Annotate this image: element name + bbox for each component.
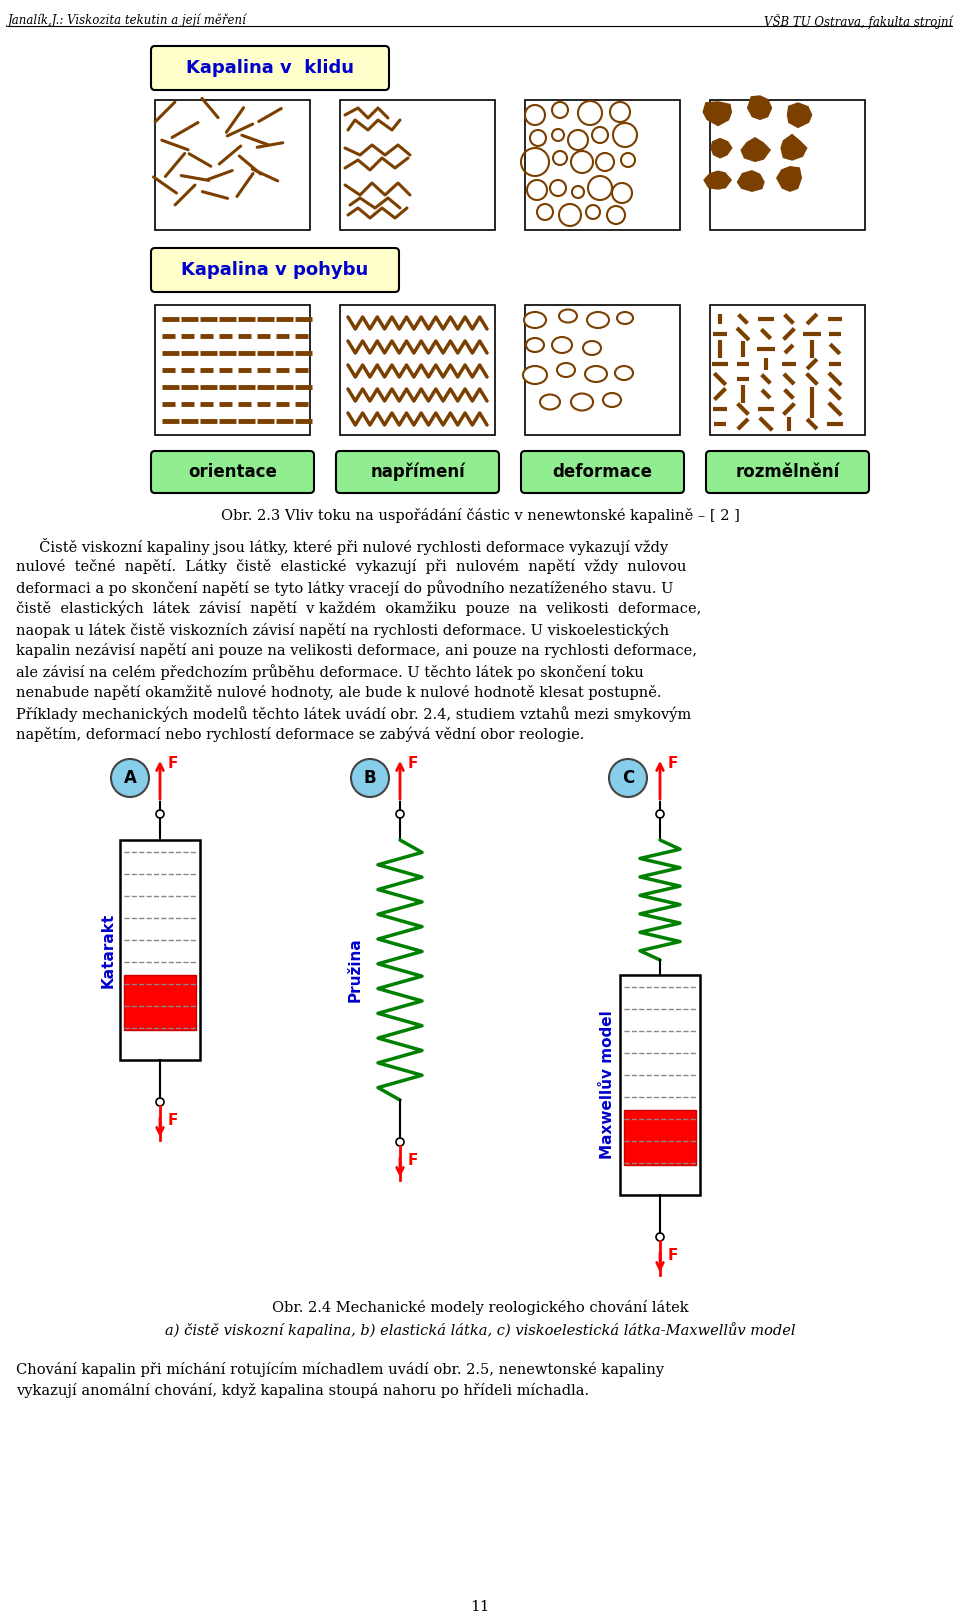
Text: naopak u látek čistě viskozních závisí napětí na rychlosti deformace. U viskoele: naopak u látek čistě viskozních závisí n… [16,623,669,637]
Circle shape [396,810,404,818]
Circle shape [351,758,389,797]
Text: Kapalina v pohybu: Kapalina v pohybu [181,260,369,280]
Bar [525,306,680,435]
Text: Katarakt: Katarakt [101,912,115,988]
Text: VŠB TU Ostrava, fakulta strojní: VŠB TU Ostrava, fakulta strojní [763,15,952,29]
Bar [624,1109,696,1164]
Ellipse shape [615,365,633,380]
Circle shape [609,758,647,797]
Ellipse shape [559,309,577,322]
Text: rozmělnění: rozmělnění [735,462,840,480]
Circle shape [396,1138,404,1146]
Text: Kapalina v  klidu: Kapalina v klidu [186,58,354,78]
Bar [525,100,680,230]
Polygon shape [703,102,732,126]
Text: F: F [668,757,679,771]
Text: Maxwellův model: Maxwellův model [601,1011,615,1159]
FancyBboxPatch shape [151,247,399,293]
Polygon shape [777,167,802,191]
Text: C: C [622,770,635,787]
FancyBboxPatch shape [151,45,389,91]
FancyBboxPatch shape [521,451,684,493]
Bar [710,306,865,435]
Text: deformaci a po skončení napětí se tyto látky vracejí do původního nezatíženého s: deformaci a po skončení napětí se tyto l… [16,581,673,597]
Ellipse shape [603,393,621,407]
Ellipse shape [526,338,544,353]
Polygon shape [737,171,764,191]
Text: A: A [124,770,136,787]
Circle shape [111,758,149,797]
Text: a) čistě viskozní kapalina, b) elastická látka, c) viskoelestická látka-Maxwellů: a) čistě viskozní kapalina, b) elastická… [165,1323,795,1337]
Text: Čistě viskozní kapaliny jsou látky, které při nulové rychlosti deformace vykazuj: Čistě viskozní kapaliny jsou látky, kter… [16,538,668,555]
Text: Chování kapalin při míchání rotujícím míchadlem uvádí obr. 2.5, nenewtonské kapa: Chování kapalin při míchání rotujícím mí… [16,1362,664,1378]
Ellipse shape [540,395,560,409]
Ellipse shape [557,362,575,377]
Text: čistě  elastických  látek  závisí  napětí  v každém  okamžiku  pouze  na  veliko: čistě elastických látek závisí napětí v … [16,602,702,616]
Circle shape [656,810,664,818]
Text: F: F [168,1112,179,1129]
Text: 11: 11 [470,1599,490,1614]
Polygon shape [781,134,806,160]
Bar [340,306,495,435]
Text: F: F [668,1248,679,1263]
Ellipse shape [587,312,609,328]
Ellipse shape [571,393,593,411]
Bar [340,100,495,230]
FancyBboxPatch shape [706,451,869,493]
Polygon shape [787,103,811,128]
Text: ale závisí na celém předchozím průběhu deformace. U těchto látek po skončení tok: ale závisí na celém předchozím průběhu d… [16,665,644,679]
Ellipse shape [552,336,572,353]
Text: Obr. 2.3 Vliv toku na uspořádání částic v nenewtonské kapalině – [ 2 ]: Obr. 2.3 Vliv toku na uspořádání částic … [221,508,739,522]
Circle shape [156,810,164,818]
Text: Příklady mechanických modelů těchto látek uvádí obr. 2.4, studiem vztahů mezi sm: Příklady mechanických modelů těchto láte… [16,707,691,721]
Bar [120,839,200,1061]
Bar [620,975,700,1195]
Text: B: B [364,770,376,787]
Text: F: F [408,757,419,771]
Text: napřímení: napřímení [371,462,465,482]
Text: Obr. 2.4 Mechanické modely reologického chování látek: Obr. 2.4 Mechanické modely reologického … [272,1300,688,1315]
Bar [710,100,865,230]
Text: kapalin nezávisí napětí ani pouze na velikosti deformace, ani pouze na rychlosti: kapalin nezávisí napětí ani pouze na vel… [16,644,697,658]
Bar [155,306,310,435]
Ellipse shape [524,312,546,328]
Bar [124,975,196,1030]
Text: orientace: orientace [188,462,276,480]
Circle shape [656,1234,664,1240]
Ellipse shape [585,365,607,382]
Ellipse shape [617,312,633,323]
Text: F: F [168,757,179,771]
Bar [155,100,310,230]
Text: Janalík,J.: Viskozita tekutin a její měření: Janalík,J.: Viskozita tekutin a její měř… [8,15,247,27]
Text: nenabude napětí okamžitě nulové hodnoty, ale bude k nulové hodnotě klesat postup: nenabude napětí okamžitě nulové hodnoty,… [16,686,661,700]
Ellipse shape [583,341,601,356]
Polygon shape [741,137,770,162]
FancyBboxPatch shape [336,451,499,493]
Polygon shape [748,95,772,120]
Text: napětím, deformací nebo rychlostí deformace se zabývá vědní obor reologie.: napětím, deformací nebo rychlostí deform… [16,728,585,742]
Text: deformace: deformace [553,462,653,480]
FancyBboxPatch shape [151,451,314,493]
Text: Pružina: Pružina [348,938,363,1003]
Polygon shape [711,139,732,158]
Polygon shape [704,171,732,189]
Text: F: F [408,1153,419,1167]
Text: vykazují anomální chování, když kapalina stoupá nahoru po hřídeli míchadla.: vykazují anomální chování, když kapalina… [16,1383,589,1399]
Circle shape [156,1098,164,1106]
Text: nulové  tečné  napětí.  Látky  čistě  elastické  vykazují  při  nulovém  napětí : nulové tečné napětí. Látky čistě elastic… [16,559,686,574]
Ellipse shape [523,365,547,383]
